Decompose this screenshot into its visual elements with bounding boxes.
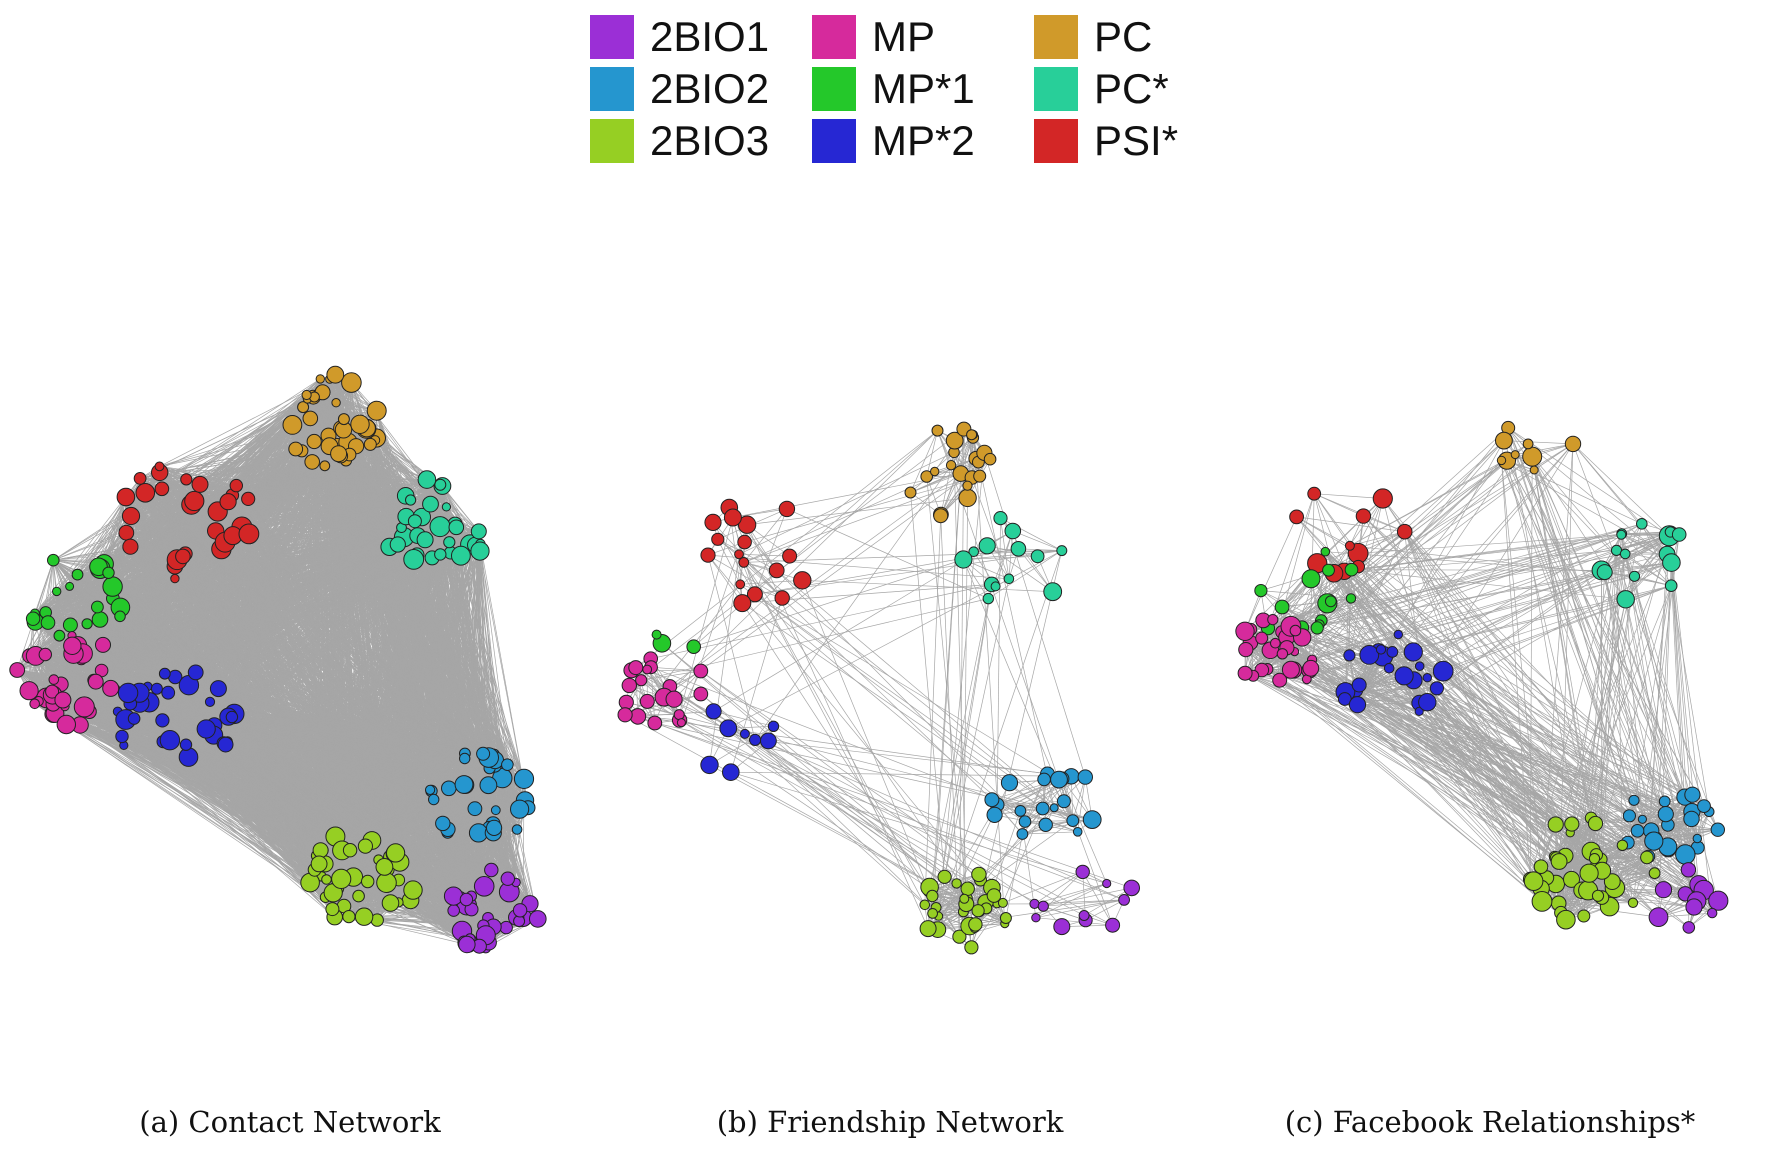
legend-swatch	[590, 67, 634, 111]
legend: 2BIO1 MP PC 2BIO2 MP*1 PC* 2BIO3 MP*2 PS…	[590, 14, 1234, 164]
legend-item: PC*	[1034, 66, 1234, 112]
legend-label: 2BIO3	[650, 117, 770, 164]
legend-item: PSI*	[1034, 118, 1234, 164]
legend-label: PC*	[1094, 65, 1169, 112]
legend-label: 2BIO2	[650, 65, 770, 112]
legend-swatch	[812, 119, 856, 163]
legend-item: MP*1	[812, 66, 1034, 112]
legend-label: PSI*	[1094, 117, 1179, 164]
legend-item: 2BIO2	[590, 66, 812, 112]
legend-item: 2BIO1	[590, 14, 812, 60]
graph-edge	[320, 378, 377, 412]
legend-label: 2BIO1	[650, 13, 770, 60]
legend-swatch	[812, 67, 856, 111]
legend-label: MP*1	[872, 65, 975, 112]
legend-swatch	[812, 15, 856, 59]
legend-swatch	[1034, 119, 1078, 163]
legend-swatch	[1034, 15, 1078, 59]
legend-swatch	[590, 15, 634, 59]
legend-item: PC	[1034, 14, 1234, 60]
legend-swatch	[590, 119, 634, 163]
legend-label: PC	[1094, 13, 1153, 60]
network-graphs	[9, 365, 1729, 955]
legend-label: MP	[872, 13, 935, 60]
edges	[16, 374, 539, 949]
legend-label: MP*2	[872, 117, 975, 164]
legend-item: MP	[812, 14, 1034, 60]
legend-item: MP*2	[812, 118, 1034, 164]
legend-item: 2BIO3	[590, 118, 812, 164]
contact-network-graph	[9, 365, 547, 954]
graph-edge	[186, 394, 307, 480]
legend-swatch	[1034, 67, 1078, 111]
